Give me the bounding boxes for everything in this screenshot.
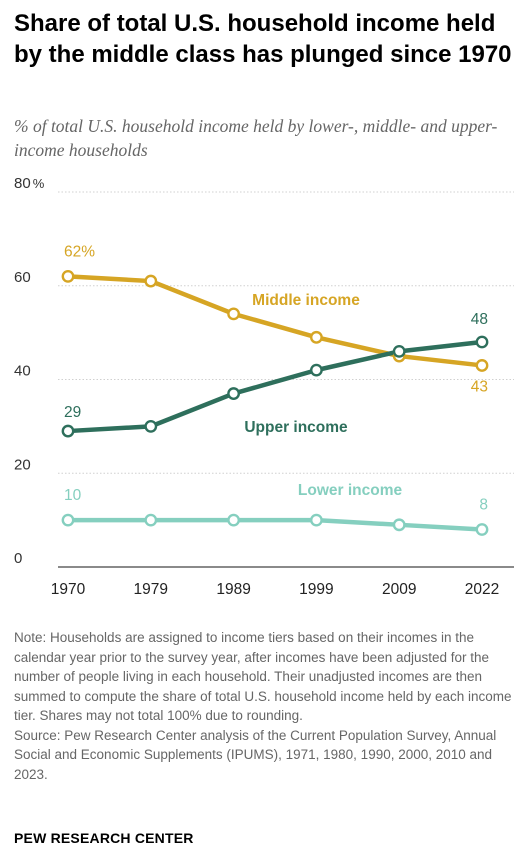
x-tick-label: 2009: [382, 581, 416, 598]
chart-subtitle: % of total U.S. household income held by…: [14, 116, 498, 160]
upper-income-point: [227, 387, 241, 400]
lower-income-end-label: 8: [479, 497, 488, 514]
x-tick-label: 1979: [134, 581, 168, 598]
middle-income-point: [309, 330, 323, 344]
middle-income-point: [227, 307, 241, 321]
y-tick-label: 20: [14, 456, 31, 473]
middle-income-series-label: Middle income: [252, 292, 360, 309]
series-lines: [65, 274, 485, 532]
y-tick-label: 80%: [14, 175, 45, 192]
lower-income-point: [61, 513, 75, 527]
upper-income-series-label: Upper income: [244, 419, 348, 436]
middle-income-end-label: 43: [471, 378, 488, 395]
series-points: [61, 269, 489, 536]
x-tick-label: 1989: [216, 581, 250, 598]
middle-income-point: [61, 269, 75, 283]
lower-income-series-label: Lower income: [298, 482, 403, 499]
middle-income-start-label: 62%: [64, 243, 95, 260]
upper-income-point: [475, 335, 489, 349]
upper-income-start-label: 29: [64, 404, 81, 421]
source-text: Source: Pew Research Center analysis of …: [14, 727, 497, 782]
upper-income-line: [65, 339, 485, 434]
middle-income-point: [475, 359, 489, 372]
upper-income-end-label: 48: [471, 311, 488, 328]
y-unit-label: %: [33, 176, 45, 191]
x-tick-label: 1999: [299, 581, 333, 598]
y-tick-label: 0: [14, 550, 22, 567]
upper-income-point: [144, 419, 158, 433]
lower-income-point: [227, 513, 241, 527]
note-text: Note: Households are assigned to income …: [14, 630, 512, 723]
lower-income-point: [144, 513, 158, 527]
series-labels: 62% 43 Middle income 29 48 Upper income 10 8 Low…: [64, 243, 488, 513]
lower-income-line: [65, 517, 485, 532]
upper-income-point: [61, 424, 75, 438]
line-chart: 0 20 40 60 80% 1970 1979 1989 1999 2009 2022 62% 4…: [14, 175, 514, 598]
middle-income-line: [65, 274, 485, 368]
x-tick-label: 1970: [51, 581, 86, 598]
x-axis-ticks: 1970 1979 1989 1999 2009 2022: [51, 581, 499, 598]
y-axis-ticks: 0 20 40 60 80%: [14, 175, 45, 567]
lower-income-point: [309, 513, 323, 527]
lower-income-start-label: 10: [64, 487, 82, 504]
upper-income-point: [309, 363, 323, 377]
lower-income-point: [475, 523, 489, 536]
y-tick-label: 60: [14, 269, 31, 286]
chart-title: Share of total U.S. household income hel…: [14, 10, 512, 68]
brand-logo-text: PEW RESEARCH CENTER: [14, 830, 194, 846]
x-tick-label: 2022: [465, 581, 499, 598]
middle-income-point: [144, 274, 158, 288]
lower-income-point: [392, 518, 406, 532]
chart-notes: Note: Households are assigned to income …: [14, 628, 519, 784]
y-tick-label: 40: [14, 363, 31, 380]
upper-income-point: [392, 344, 406, 358]
